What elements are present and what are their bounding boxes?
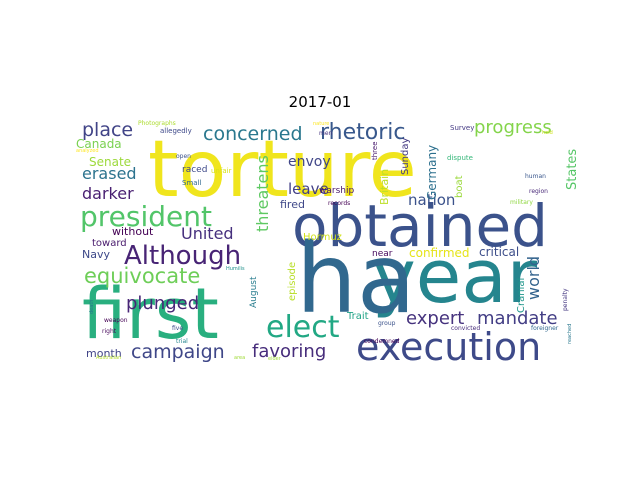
cloud-word: men <box>319 130 333 137</box>
cloud-word: boat <box>454 175 465 198</box>
cloud-word: month <box>86 347 122 360</box>
cloud-word: leave <box>288 180 329 198</box>
cloud-word: Cranial <box>516 278 527 313</box>
cloud-word: year <box>372 234 538 320</box>
cloud-word: without <box>112 225 154 238</box>
cloud-word: human <box>525 173 546 180</box>
cloud-word: hold <box>542 130 553 136</box>
cloud-word: five <box>172 325 183 332</box>
cloud-word: Navy <box>82 248 110 261</box>
cloud-word: Sunday <box>400 138 411 175</box>
cloud-word: obtained <box>292 192 548 260</box>
cloud-word: nature <box>313 121 329 127</box>
cloud-word: threatens <box>253 155 272 232</box>
cloud-word: raced <box>182 165 207 175</box>
cloud-word: States <box>565 149 580 190</box>
cloud-word: Although <box>124 241 241 271</box>
cloud-word: region <box>529 188 548 195</box>
cloud-word: dispute <box>447 154 473 162</box>
cloud-word: foreigner <box>531 325 559 332</box>
cloud-word: right <box>102 328 117 335</box>
cloud-word: toward <box>92 238 127 249</box>
cloud-word: Hormuz <box>303 232 342 243</box>
cloud-word: Photographs <box>138 120 176 127</box>
cloud-word: reached <box>567 324 573 344</box>
cloud-word: rhetoric <box>320 120 405 145</box>
cloud-word: place <box>82 119 133 141</box>
cloud-word: weapon <box>104 317 128 324</box>
cloud-word: campaign <box>131 341 225 363</box>
cloud-word: convicted <box>451 325 480 332</box>
cloud-word: Survey <box>450 124 474 132</box>
cloud-word: Senate <box>89 155 131 169</box>
chart-title: 2017-01 <box>288 93 352 111</box>
cloud-word: progress <box>474 117 552 138</box>
cloud-word: fired <box>280 198 305 211</box>
cloud-word: United <box>181 224 234 243</box>
cloud-word: condemned <box>364 338 400 345</box>
cloud-word: penalty <box>562 288 569 311</box>
cloud-word: Small <box>182 179 201 187</box>
cloud-word: area <box>234 355 245 361</box>
cloud-word: Humilis <box>226 266 245 272</box>
cloud-word: group <box>378 320 396 327</box>
cloud-word: favoring <box>252 341 326 362</box>
cloud-word: episode <box>287 262 298 301</box>
cloud-word: expert <box>406 308 464 329</box>
cloud-word: world <box>524 256 543 300</box>
cloud-word: elect <box>266 310 340 345</box>
cloud-word: nation <box>408 191 455 209</box>
cloud-word: concerned <box>203 123 303 145</box>
cloud-word: equivocate <box>84 264 200 288</box>
cloud-word: envoy <box>288 154 331 170</box>
cloud-word: president <box>80 200 212 233</box>
cloud-word: Britain <box>378 169 391 205</box>
cloud-word: unfair <box>211 167 232 175</box>
cloud-word: first <box>82 273 219 355</box>
cloud-word: analyzed <box>76 148 99 154</box>
cloud-word: darker <box>82 184 134 203</box>
cloud-word: erased <box>82 164 137 183</box>
cloud-word: torture <box>148 125 417 215</box>
cloud-word: confirmed <box>409 246 470 260</box>
cloud-word: three <box>371 141 379 160</box>
cloud-word: near <box>372 249 393 259</box>
cloud-word: plunged <box>126 293 199 314</box>
cloud-word: elder <box>268 356 282 362</box>
cloud-word: military <box>510 199 533 206</box>
cloud-word: critical <box>479 245 519 259</box>
cloud-word: Australian <box>96 355 121 361</box>
cloud-word: death <box>89 300 95 314</box>
cloud-word: Trait <box>346 311 369 322</box>
cloud-word: execution <box>356 325 541 369</box>
cloud-word: August <box>249 276 259 308</box>
cloud-word: warship <box>319 186 354 196</box>
cloud-word: mandate <box>477 308 558 329</box>
cloud-word: ha <box>296 223 416 335</box>
cloud-word: records <box>328 200 350 207</box>
cloud-word: Canada <box>76 137 122 151</box>
cloud-word: trial <box>176 338 188 345</box>
cloud-word: Germany <box>425 145 439 200</box>
cloud-word: allegedly <box>160 127 192 135</box>
cloud-word: open <box>176 153 191 160</box>
